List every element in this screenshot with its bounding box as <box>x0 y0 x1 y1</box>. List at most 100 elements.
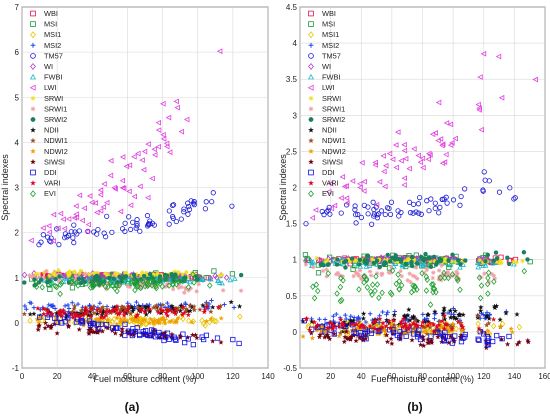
data-point <box>369 327 375 334</box>
data-point <box>507 185 513 191</box>
data-point <box>425 261 431 268</box>
data-point <box>376 294 382 302</box>
series-vari <box>35 303 222 320</box>
data-point <box>100 279 106 287</box>
data-point <box>27 311 33 317</box>
data-point <box>194 335 200 341</box>
data-point <box>135 305 141 311</box>
data-point <box>491 303 498 309</box>
data-point <box>185 211 191 217</box>
x-tick-label: 40 <box>357 372 366 381</box>
y-tick-label: 3 <box>293 111 298 120</box>
data-point <box>420 334 426 340</box>
legend-entry: VARI <box>322 179 339 188</box>
data-point <box>410 201 417 207</box>
data-point <box>41 311 47 317</box>
data-point <box>139 317 146 323</box>
legend-entry: MSI1 <box>322 30 339 39</box>
x-tick-label: 40 <box>88 372 97 381</box>
data-point <box>189 319 195 325</box>
data-point <box>56 268 61 273</box>
data-point <box>71 240 77 246</box>
data-point <box>176 282 182 287</box>
data-point <box>419 319 426 325</box>
data-point <box>485 269 492 276</box>
legend-entry: MSI <box>322 20 335 29</box>
legend-marker <box>307 84 314 91</box>
data-point <box>57 274 62 279</box>
data-point <box>492 276 498 281</box>
x-tick-label: 60 <box>123 372 132 381</box>
data-point <box>357 262 362 267</box>
data-point <box>397 323 403 329</box>
data-point <box>49 311 55 317</box>
data-point <box>427 339 434 345</box>
data-point <box>185 312 192 318</box>
data-point <box>131 317 137 323</box>
data-point <box>83 272 88 277</box>
data-point <box>325 325 331 331</box>
data-point <box>455 319 462 325</box>
data-point <box>403 261 409 267</box>
data-point <box>183 286 188 292</box>
data-point <box>460 311 466 318</box>
data-point <box>387 259 393 264</box>
data-point <box>402 155 409 162</box>
data-point <box>343 312 348 318</box>
data-point <box>497 261 503 266</box>
data-point <box>478 126 484 133</box>
data-point <box>104 199 110 206</box>
series-vari <box>303 312 497 334</box>
data-point <box>35 271 41 277</box>
data-point <box>101 230 107 236</box>
data-point <box>91 310 97 316</box>
data-point <box>197 306 203 312</box>
data-point <box>439 141 446 148</box>
data-point <box>335 270 341 276</box>
data-point <box>40 232 46 238</box>
y-tick-label: 1 <box>15 274 20 283</box>
data-point <box>323 259 328 265</box>
data-point <box>353 212 359 218</box>
legend-entry: VARI <box>44 179 61 188</box>
data-point <box>381 168 387 175</box>
data-point <box>59 320 65 326</box>
data-point <box>398 209 404 216</box>
data-point <box>349 256 355 261</box>
data-point <box>445 270 450 275</box>
data-point <box>357 268 363 273</box>
legend-marker <box>29 73 37 80</box>
data-point <box>428 264 434 270</box>
legend-marker <box>30 53 36 59</box>
data-point <box>480 50 487 57</box>
data-point <box>48 274 54 280</box>
data-point <box>372 287 378 295</box>
data-point <box>368 288 374 295</box>
legend-entry: SRWI2 <box>322 115 345 124</box>
data-point <box>164 273 170 278</box>
data-point <box>417 195 423 201</box>
data-point <box>72 310 79 317</box>
data-point <box>352 315 357 320</box>
data-point <box>379 289 385 297</box>
data-point <box>483 258 488 264</box>
data-point <box>178 313 184 321</box>
data-point <box>194 289 199 294</box>
data-point <box>331 318 336 324</box>
data-point <box>350 266 356 272</box>
data-point <box>376 320 382 325</box>
x-tick-label: 80 <box>158 372 167 381</box>
data-point <box>137 228 143 234</box>
data-point <box>402 312 408 318</box>
data-point <box>494 256 500 261</box>
legend-marker <box>308 148 314 154</box>
data-point <box>525 257 530 262</box>
data-point <box>430 288 436 296</box>
data-point <box>215 277 221 284</box>
data-point <box>445 310 451 316</box>
data-point <box>22 280 27 285</box>
data-point <box>447 307 454 314</box>
data-point <box>430 281 436 288</box>
data-point <box>481 169 487 175</box>
data-point <box>487 312 492 317</box>
